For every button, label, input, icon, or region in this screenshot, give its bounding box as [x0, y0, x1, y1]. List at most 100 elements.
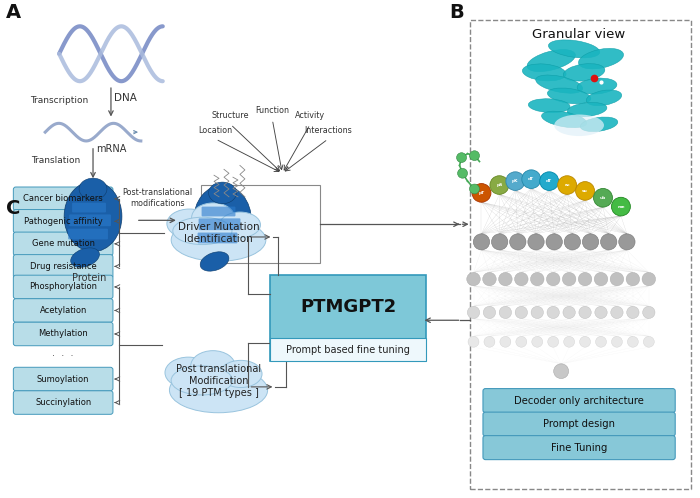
Circle shape — [601, 234, 617, 250]
Circle shape — [594, 188, 612, 207]
Circle shape — [582, 234, 598, 250]
Ellipse shape — [580, 117, 618, 131]
Text: Activity: Activity — [295, 112, 326, 121]
Circle shape — [514, 272, 528, 286]
Circle shape — [558, 176, 577, 194]
Ellipse shape — [79, 178, 107, 200]
Ellipse shape — [194, 185, 251, 255]
Circle shape — [627, 337, 638, 347]
Text: Prompt based fine tuning: Prompt based fine tuning — [286, 345, 410, 355]
Text: pS: pS — [496, 183, 503, 187]
Text: DNA: DNA — [115, 93, 137, 103]
Circle shape — [506, 172, 525, 190]
Circle shape — [540, 172, 559, 190]
Circle shape — [547, 272, 560, 286]
Text: pT: pT — [478, 191, 484, 195]
Ellipse shape — [522, 64, 566, 81]
Text: Post-translational
modifications: Post-translational modifications — [122, 188, 192, 208]
Ellipse shape — [200, 252, 229, 271]
Ellipse shape — [190, 351, 235, 381]
Ellipse shape — [536, 75, 582, 93]
Circle shape — [626, 272, 640, 286]
Text: Driver Mutation
Identification: Driver Mutation Identification — [178, 222, 259, 244]
Bar — [201, 185, 320, 263]
Circle shape — [516, 337, 527, 347]
Text: Structure: Structure — [211, 112, 249, 121]
Circle shape — [579, 306, 592, 319]
Ellipse shape — [192, 203, 234, 232]
Circle shape — [483, 306, 496, 319]
Circle shape — [499, 306, 512, 319]
Bar — [470, 20, 691, 489]
Text: Cancer biomarkers: Cancer biomarkers — [23, 194, 103, 203]
Text: Succinylation: Succinylation — [35, 398, 91, 407]
Ellipse shape — [172, 219, 266, 261]
FancyBboxPatch shape — [72, 203, 106, 213]
Ellipse shape — [578, 48, 624, 69]
FancyBboxPatch shape — [13, 391, 113, 414]
Text: Translation: Translation — [32, 156, 80, 165]
Text: ac: ac — [564, 183, 570, 187]
FancyBboxPatch shape — [483, 436, 676, 460]
Ellipse shape — [578, 78, 617, 94]
Circle shape — [490, 176, 509, 194]
Ellipse shape — [209, 182, 237, 204]
Text: ub: ub — [600, 196, 606, 200]
Text: Transcription: Transcription — [30, 96, 88, 105]
Circle shape — [473, 234, 489, 250]
Text: me: me — [617, 205, 624, 209]
Ellipse shape — [220, 212, 260, 238]
Circle shape — [522, 170, 540, 188]
Circle shape — [612, 197, 631, 216]
Text: Sumoylation: Sumoylation — [37, 374, 90, 383]
Circle shape — [531, 306, 543, 319]
Text: Decoder only architecture: Decoder only architecture — [514, 395, 644, 405]
Ellipse shape — [554, 115, 604, 136]
Text: Function: Function — [256, 107, 289, 116]
Circle shape — [642, 272, 656, 286]
Circle shape — [500, 337, 511, 347]
Circle shape — [595, 306, 607, 319]
Circle shape — [580, 337, 591, 347]
FancyBboxPatch shape — [69, 215, 111, 226]
Ellipse shape — [171, 366, 232, 395]
Ellipse shape — [173, 217, 232, 245]
Ellipse shape — [167, 209, 212, 238]
Circle shape — [612, 337, 622, 347]
Circle shape — [528, 234, 544, 250]
Circle shape — [468, 306, 480, 319]
Text: A: A — [6, 3, 22, 22]
Text: dT: dT — [546, 179, 552, 183]
Text: Interactions: Interactions — [304, 126, 352, 135]
Circle shape — [596, 337, 606, 347]
Circle shape — [575, 182, 594, 200]
Circle shape — [470, 151, 480, 160]
FancyBboxPatch shape — [13, 299, 113, 322]
Text: Methylation: Methylation — [38, 330, 88, 339]
Circle shape — [498, 272, 512, 286]
Text: ·  ·  ·: · · · — [52, 351, 74, 361]
Ellipse shape — [71, 248, 99, 267]
Circle shape — [491, 234, 508, 250]
Ellipse shape — [548, 40, 600, 58]
Circle shape — [611, 306, 623, 319]
FancyBboxPatch shape — [13, 254, 113, 278]
Circle shape — [564, 337, 575, 347]
Text: su: su — [582, 189, 588, 193]
Ellipse shape — [220, 361, 262, 387]
Circle shape — [554, 364, 568, 378]
Ellipse shape — [564, 64, 605, 81]
FancyBboxPatch shape — [483, 388, 676, 413]
Circle shape — [456, 153, 466, 162]
Circle shape — [546, 234, 562, 250]
Circle shape — [472, 184, 491, 202]
Text: Granular view: Granular view — [533, 28, 626, 41]
Text: Acetylation: Acetylation — [39, 306, 87, 315]
FancyBboxPatch shape — [13, 232, 113, 255]
Text: Pathogenic affinity: Pathogenic affinity — [24, 217, 102, 226]
Ellipse shape — [64, 181, 122, 251]
Text: Fine Tuning: Fine Tuning — [551, 443, 608, 453]
Ellipse shape — [567, 103, 607, 117]
FancyBboxPatch shape — [13, 210, 113, 233]
Text: Drug resistance: Drug resistance — [30, 262, 97, 271]
